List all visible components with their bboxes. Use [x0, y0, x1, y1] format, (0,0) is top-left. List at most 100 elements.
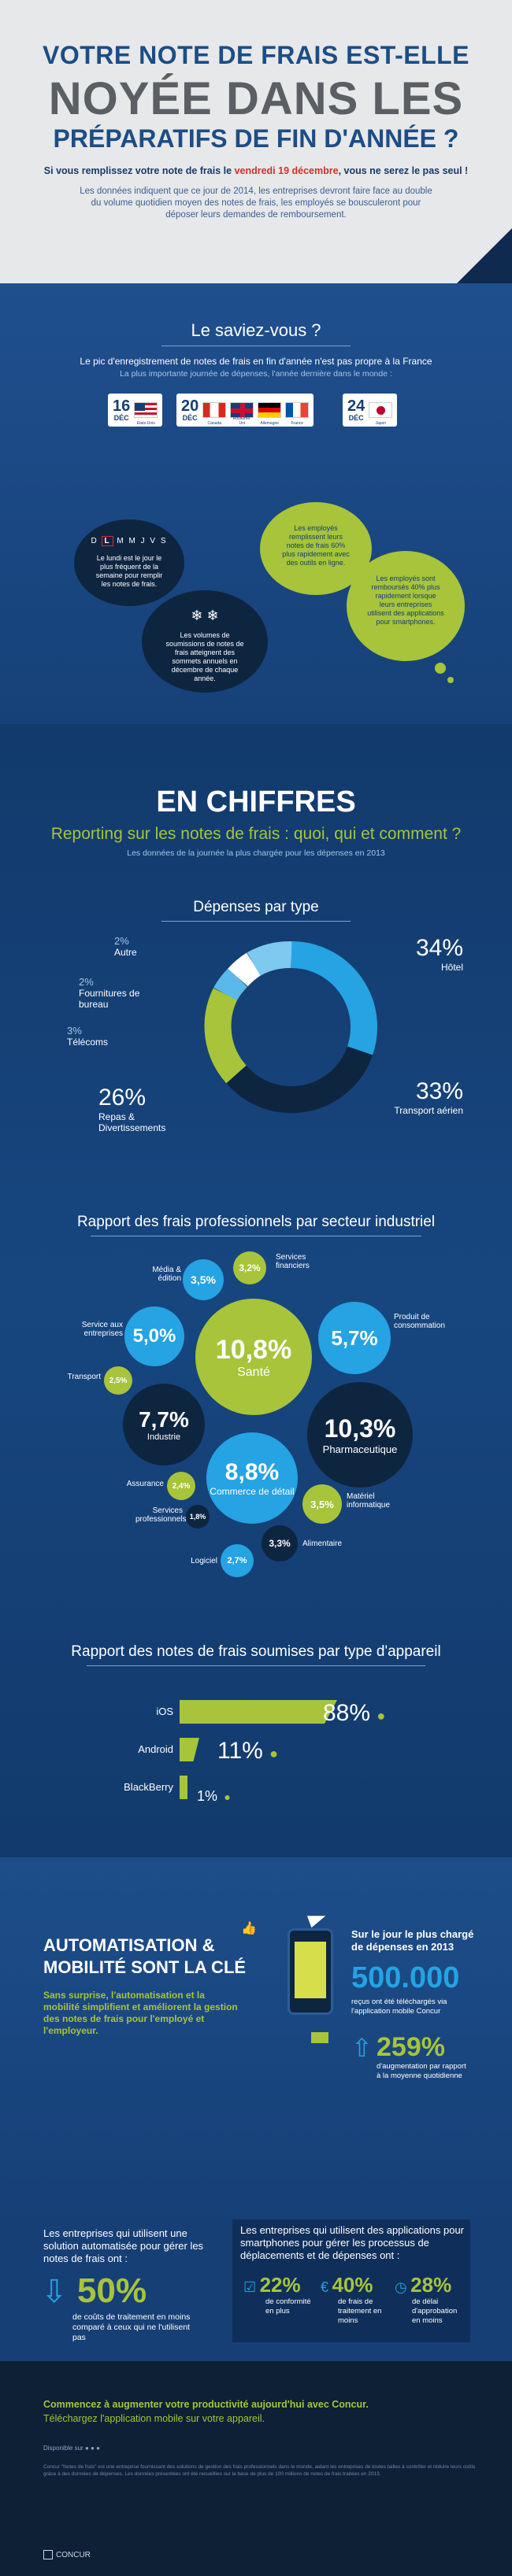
online-tools-bubble: Les employés remplissent leurs notes de …	[260, 502, 372, 595]
figures-subtitle: Reporting sur les notes de frais : quoi,…	[50, 825, 462, 843]
online-tools-text: Les employés remplissent leurs notes de …	[282, 524, 350, 567]
sector-health: 10,8% Santé	[195, 1299, 312, 1415]
fineprint: Concur "Notes de frais" est une entrepri…	[43, 2464, 476, 2477]
stat-compliance: ☑ 22% de conformité en plus	[243, 2273, 311, 2315]
paper-plane-icon	[306, 1909, 328, 1928]
did-you-know-section: Le saviez-vous ? Le pic d'enregistrement…	[0, 283, 512, 724]
sector-software: 2,7%	[221, 1544, 254, 1577]
sector-label-consumer: Produit de consommation	[394, 1313, 446, 1330]
sector-insurance: 2,4%	[167, 1472, 195, 1500]
monday-bubble: D L M M J V S Le lundi est le jour le pl…	[74, 519, 184, 606]
us-flag-icon: Etats-Unis	[134, 402, 158, 426]
receipts-count: 500.000	[351, 1961, 460, 1994]
device-row-android: Android 11% ●	[0, 1736, 512, 1764]
concur-logo: CONCUR	[43, 2550, 91, 2559]
stat-processing: € 40% de frais de traitement en moins	[321, 2273, 382, 2325]
device-title: Rapport des notes de frais soumises par …	[0, 1643, 512, 1666]
thumbs-up-icon: 👍	[241, 1922, 257, 1935]
donut-label-office: 2% Fournitures de bureau	[79, 976, 140, 1010]
sector-finance: 3,2%	[233, 1251, 266, 1284]
available-on: Disponible sur ● ● ●	[43, 2445, 100, 2452]
smartphone-apps-box: Les entreprises qui utilisent des applic…	[232, 2219, 470, 2342]
snowflake-icon: ❄ ❄	[191, 608, 219, 623]
sector-label-pro-services: Services professionnels	[135, 1506, 187, 1524]
sector-label-transport: Transport	[67, 1373, 101, 1381]
date-box-20: 20 DÉC Canada Royaume-Uni Allemagne Franc…	[176, 394, 314, 427]
sector-pharma: 10,3% Pharmaceutique	[307, 1382, 413, 1488]
cta-line2: Téléchargez l'application mobile sur vot…	[43, 2413, 265, 2424]
germany-flag-icon: Allemagne	[258, 402, 282, 426]
cost-reduction-text: de coûts de traitement en moins comparé …	[72, 2312, 191, 2342]
device-label-blackberry: BlackBerry	[124, 1781, 173, 1793]
lead-date: vendredi 19 décembre	[234, 165, 339, 176]
increase-pct: 259%	[377, 2032, 445, 2062]
android-store-icon[interactable]: ●	[91, 2445, 95, 2452]
stat-approval: ◷ 28% de délai d'approbation en moins	[395, 2273, 458, 2325]
smartphone-apps-title: Les entreprises qui utilisent des applic…	[240, 2224, 465, 2261]
donut-segment-other	[247, 941, 292, 977]
receipts-text: reçus ont été téléchargés via l'applicat…	[351, 1998, 447, 2016]
sector-industry: 7,7% Industrie	[123, 1384, 205, 1465]
smartphone-text: Les employés sont remboursés 40% plus ra…	[367, 575, 444, 626]
device-row-blackberry: BlackBerry 1% ●	[0, 1774, 512, 1804]
concur-logo-icon	[43, 2550, 53, 2559]
france-flag-icon: France	[285, 402, 310, 426]
apple-icon: ●	[377, 1708, 386, 1724]
phone-icon	[288, 1928, 333, 2015]
automated-solution-title: Les entreprises qui utilisent une soluti…	[43, 2227, 204, 2264]
increase-text: d'augmentation par rapport à la moyenne …	[377, 2062, 466, 2080]
donut-segment-telecom	[213, 967, 248, 1001]
did-you-know-line2: La plus importante journée de dépenses, …	[120, 369, 392, 379]
bubble-dot	[435, 663, 446, 674]
clock-icon: ◷	[395, 2279, 407, 2295]
section-title: Le saviez-vous ?	[191, 320, 321, 340]
device-value-ios: 88% ●	[323, 1700, 386, 1726]
device-bar-ios	[180, 1700, 337, 1724]
sector-food: 3,3%	[262, 1525, 298, 1561]
figures-section: EN CHIFFRES Reporting sur les notes de f…	[0, 724, 512, 1857]
donut-label-hotel: 34% Hôtel	[415, 935, 463, 973]
donut-segment-meals	[204, 988, 247, 1084]
arrow-up-icon: ⇧	[351, 2034, 373, 2062]
device-bar-android	[180, 1738, 199, 1761]
blackberry-store-icon[interactable]: ●	[96, 2445, 100, 2452]
device-value-blackberry: 1% ●	[197, 1788, 231, 1804]
figures-title: EN CHIFFRES	[156, 785, 356, 819]
donut-label-meals: 26% Repas & Divertissements	[98, 1085, 166, 1133]
sector-title: Rapport des frais professionnels par sec…	[0, 1214, 512, 1236]
december-bubble: ❄ ❄ Les volumes de soumissions de notes …	[142, 590, 268, 693]
sector-hardware: 3,5%	[302, 1484, 342, 1524]
donut-segment-air	[226, 1045, 373, 1114]
december-text: Les volumes de soumissions de notes de f…	[165, 631, 244, 682]
device-label-ios: iOS	[156, 1706, 173, 1717]
donut-label-telecom: 3% Télécoms	[67, 1025, 109, 1048]
page-curl	[457, 228, 512, 283]
sector-label-software: Logiciel	[191, 1557, 217, 1565]
automation-section: AUTOMATISATION & MOBILITÉ SONT LA CLÉ San…	[0, 1857, 512, 2219]
device-row-ios: iOS 88% ●	[0, 1698, 512, 1726]
title-line1: VOTRE NOTE DE FRAIS EST-ELLE	[42, 41, 470, 69]
euro-icon: €	[321, 2279, 329, 2295]
donut-label-air: 33% Transport aérien	[394, 1078, 463, 1116]
cta-line1: Commencez à augmenter votre productivité…	[43, 2399, 369, 2410]
sector-label-media: Média & édition	[152, 1266, 181, 1283]
sector-label-business: Service aux entreprises	[81, 1321, 123, 1338]
sector-transport: 2,5%	[104, 1366, 132, 1395]
busiest-day-title: Sur le jour le plus chargé de dépenses e…	[351, 1928, 474, 1953]
automation-title: AUTOMATISATION & MOBILITÉ SONT LA CLÉ	[43, 1935, 247, 1977]
android-icon: ●	[269, 1746, 279, 1761]
sector-consumer: 5,7%	[318, 1302, 391, 1374]
device-bar-blackberry	[180, 1776, 187, 1799]
title-line2: NOYÉE DANS LES	[48, 73, 464, 124]
sector-retail: 8,8% Commerce de détail	[206, 1432, 298, 1524]
blackberry-icon: ●	[224, 1791, 231, 1803]
expenses-type-title: Dépenses par type	[0, 899, 512, 922]
canada-flag-icon: Canada	[202, 402, 227, 426]
monday-text: Le lundi est le jour le plus fréquent de…	[95, 554, 163, 588]
donut-label-other: 2% Autre	[114, 935, 137, 958]
checkbox-icon: ☑	[243, 2279, 257, 2295]
apple-store-icon[interactable]: ●	[84, 2445, 89, 2452]
smartphone-bubble: Les employés sont remboursés 40% plus ra…	[347, 551, 465, 661]
header: VOTRE NOTE DE FRAIS EST-ELLE NOYÉE DANS …	[0, 0, 512, 283]
